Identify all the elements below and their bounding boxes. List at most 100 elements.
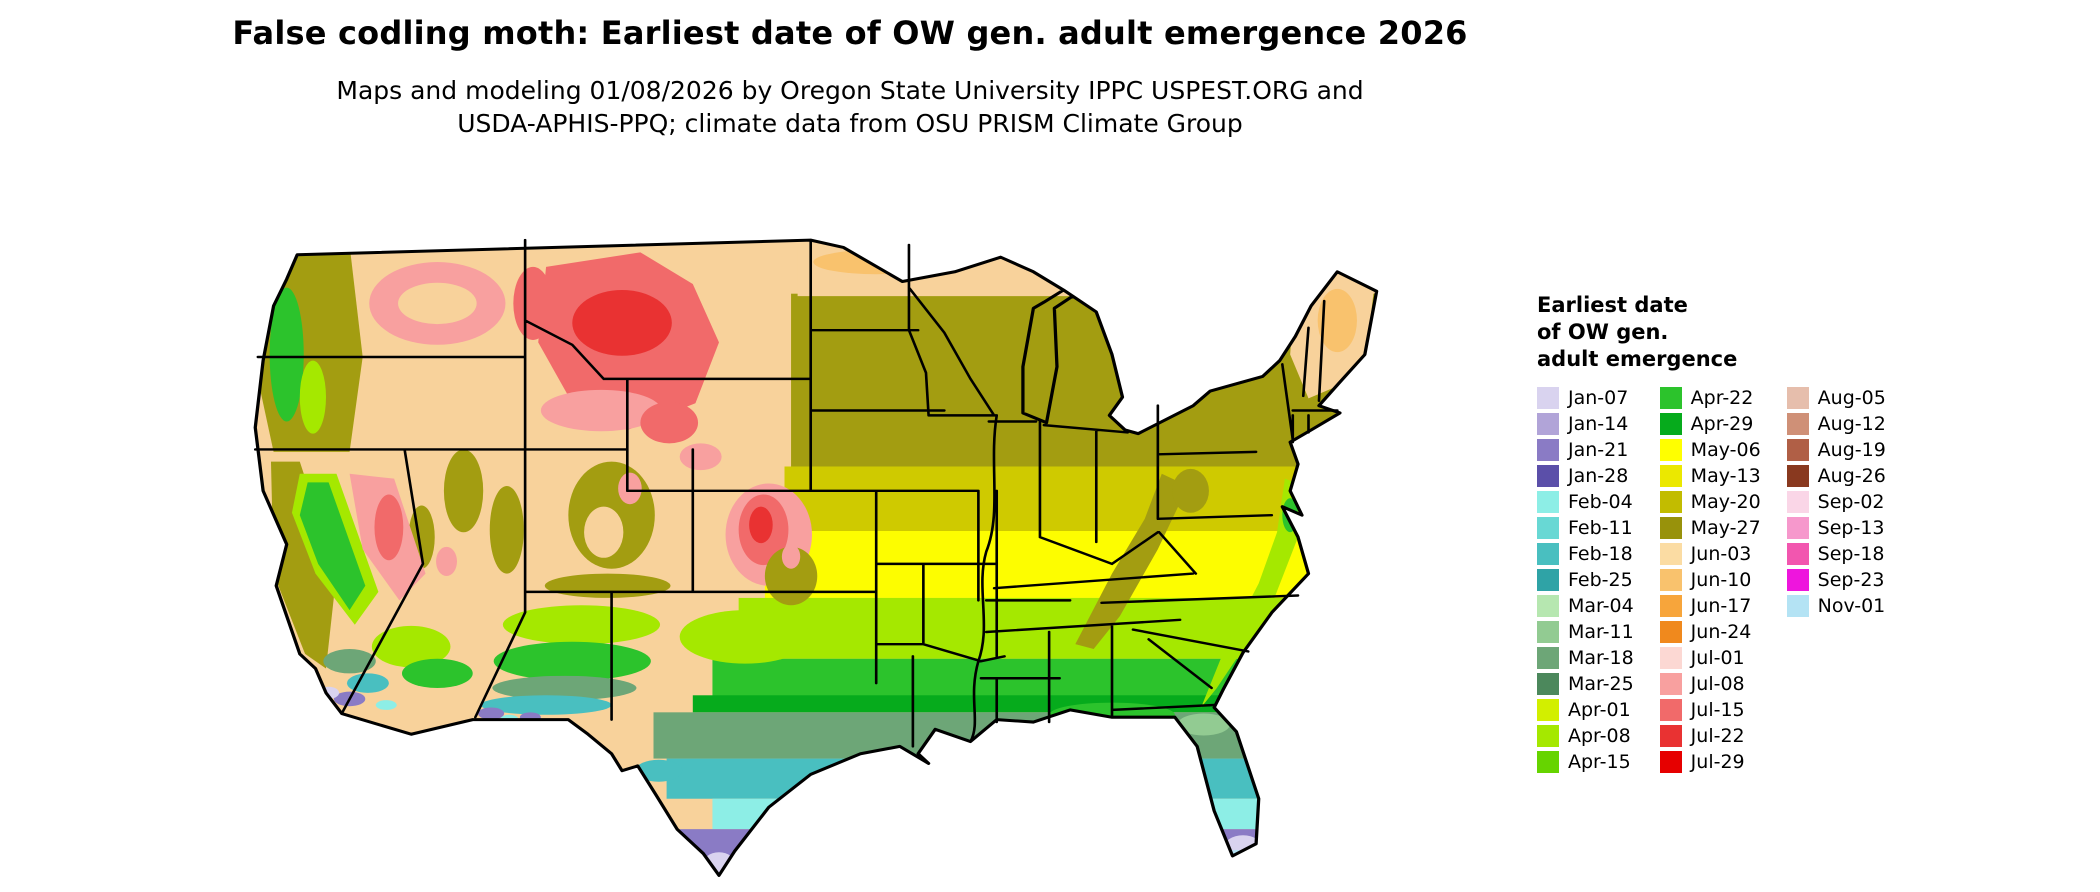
map-region — [323, 649, 376, 674]
legend-item: May-13 — [1659, 463, 1761, 489]
map-region — [502, 605, 661, 645]
map-region — [781, 544, 801, 569]
figure-header: False codling moth: Earliest date of OW … — [130, 14, 1570, 140]
legend-swatch — [1659, 751, 1682, 773]
map-region — [299, 482, 366, 611]
legend-item: Jan-28 — [1537, 463, 1634, 489]
legend-label: May-13 — [1690, 465, 1761, 487]
map-region — [375, 700, 397, 710]
map-region — [666, 758, 1377, 799]
legend-label: Sep-13 — [1817, 517, 1885, 539]
map-region — [492, 675, 637, 701]
map-region — [618, 472, 642, 505]
legend-item: Sep-02 — [1786, 489, 1886, 515]
legend-swatch — [1786, 413, 1809, 435]
legend-swatch — [1659, 387, 1682, 409]
legend-swatch — [1537, 725, 1559, 747]
legend-swatch — [1786, 465, 1809, 487]
legend-swatch — [1537, 699, 1559, 721]
legend-swatch — [1537, 647, 1559, 669]
legend-swatch — [1786, 491, 1809, 513]
legend-swatch — [1786, 543, 1809, 565]
legend-item: Jul-01 — [1659, 645, 1761, 671]
legend-swatch — [1659, 517, 1682, 539]
legend-column-3: Aug-05 Aug-12 Aug-19 Aug-26 Sep-02 Sep-13 Sep-… — [1786, 385, 1886, 619]
legend-column-1: Jan-07 Jan-14 Jan-21 Jan-28 Feb-04 Feb-11 Feb-… — [1537, 385, 1634, 775]
legend-swatch — [1659, 413, 1682, 435]
map-region — [1172, 468, 1209, 513]
map-region — [493, 641, 651, 681]
map-region — [443, 449, 484, 533]
legend-item: Sep-18 — [1786, 541, 1886, 567]
legend-item: Jan-14 — [1537, 411, 1634, 437]
legend-item: Jan-21 — [1537, 437, 1634, 463]
legend-label: May-27 — [1690, 517, 1761, 539]
legend-item: Apr-01 — [1537, 697, 1634, 723]
legend-columns: Jan-07 Jan-14 Jan-21 Jan-28 Feb-04 Feb-11 Feb-… — [1537, 385, 1886, 775]
legend-label: Aug-19 — [1817, 439, 1886, 461]
map-region — [477, 707, 505, 720]
legend-label: Jul-01 — [1690, 647, 1745, 669]
legend-item: Feb-25 — [1537, 567, 1634, 593]
map-title: False codling moth: Earliest date of OW … — [232, 14, 1468, 52]
legend-swatch — [1659, 647, 1682, 669]
legend-swatch — [1659, 725, 1682, 747]
legend-label: Jun-03 — [1690, 543, 1752, 565]
legend-label: Jun-10 — [1690, 569, 1752, 591]
legend-item: Jul-08 — [1659, 671, 1761, 697]
legend-swatch — [1786, 569, 1809, 591]
legend-swatch — [1537, 491, 1559, 513]
map-region — [346, 673, 389, 693]
legend-item: Aug-12 — [1786, 411, 1886, 437]
legend-swatch — [1537, 673, 1559, 695]
legend-label: Feb-18 — [1568, 543, 1633, 565]
map-region — [653, 712, 1377, 759]
map-region — [640, 402, 699, 444]
legend-label: Feb-04 — [1568, 491, 1633, 513]
legend-title-line3: adult emergence — [1537, 347, 1738, 371]
legend-item: Jun-03 — [1659, 541, 1761, 567]
legend-title: Earliest date of OW gen. adult emergence — [1537, 292, 1886, 373]
legend-label: Mar-04 — [1568, 595, 1634, 617]
map-region — [540, 389, 662, 432]
map-region — [572, 290, 672, 356]
legend-swatch — [1537, 621, 1559, 643]
legend-swatch — [1786, 517, 1809, 539]
map-region — [401, 658, 473, 688]
legend-item: Mar-04 — [1537, 593, 1634, 619]
map-region — [1177, 713, 1230, 736]
legend-label: Apr-08 — [1568, 725, 1631, 747]
legend-swatch — [1537, 543, 1559, 565]
legend-item: Mar-11 — [1537, 619, 1634, 645]
legend-title-line1: Earliest date — [1537, 293, 1688, 317]
legend: Earliest date of OW gen. adult emergence… — [1537, 292, 1886, 775]
legend-label: Nov-01 — [1817, 595, 1886, 617]
legend-swatch — [1786, 387, 1809, 409]
map-region — [712, 798, 1377, 830]
legend-item: Sep-23 — [1786, 567, 1886, 593]
map-region — [489, 485, 524, 574]
map-region — [784, 466, 1377, 531]
legend-label: Mar-18 — [1568, 647, 1634, 669]
legend-item: Jun-24 — [1659, 619, 1761, 645]
map-region — [436, 546, 457, 577]
legend-label: May-20 — [1690, 491, 1761, 513]
legend-label: Sep-02 — [1817, 491, 1885, 513]
map-region — [584, 506, 624, 558]
legend-item: Nov-01 — [1786, 593, 1886, 619]
legend-label: Feb-25 — [1568, 569, 1633, 591]
legend-label: Feb-11 — [1568, 517, 1633, 539]
legend-item: Jun-10 — [1659, 567, 1761, 593]
legend-swatch — [1786, 595, 1809, 617]
legend-item: Jul-15 — [1659, 697, 1761, 723]
state-borders — [253, 238, 1339, 748]
map-region — [1317, 288, 1357, 353]
map-region — [749, 506, 773, 544]
us-map — [195, 172, 1505, 890]
legend-swatch — [1659, 699, 1682, 721]
legend-swatch — [1537, 439, 1559, 461]
legend-swatch — [1659, 439, 1682, 461]
legend-label: May-06 — [1690, 439, 1761, 461]
legend-label: Aug-05 — [1817, 387, 1886, 409]
legend-item: Apr-29 — [1659, 411, 1761, 437]
